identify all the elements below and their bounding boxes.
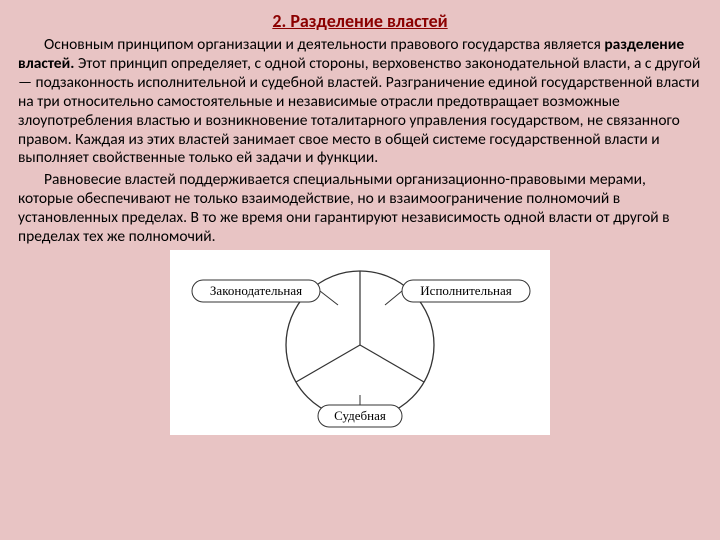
section-title: 2. Разделение властей [18,10,702,32]
p1-text-b: Этот принцип определяет, с одной стороны… [18,54,700,168]
p1-text-a: Основным принципом организации и деятель… [44,35,604,54]
page-container: 2. Разделение властей Основным принципом… [0,0,720,435]
diagram-container: Законодательная Исполнительная Судебная [18,250,702,435]
paragraph-2: Равновесие властей поддерживается специа… [18,171,702,247]
svg-text:Судебная: Судебная [334,408,386,423]
svg-text:Исполнительная: Исполнительная [420,283,511,298]
svg-text:Законодательная: Законодательная [210,283,302,298]
p2-text: Равновесие властей поддерживается специа… [18,170,670,246]
powers-diagram: Законодательная Исполнительная Судебная [170,250,550,435]
diagram-svg: Законодательная Исполнительная Судебная [170,250,550,435]
paragraph-1: Основным принципом организации и деятель… [18,36,702,168]
